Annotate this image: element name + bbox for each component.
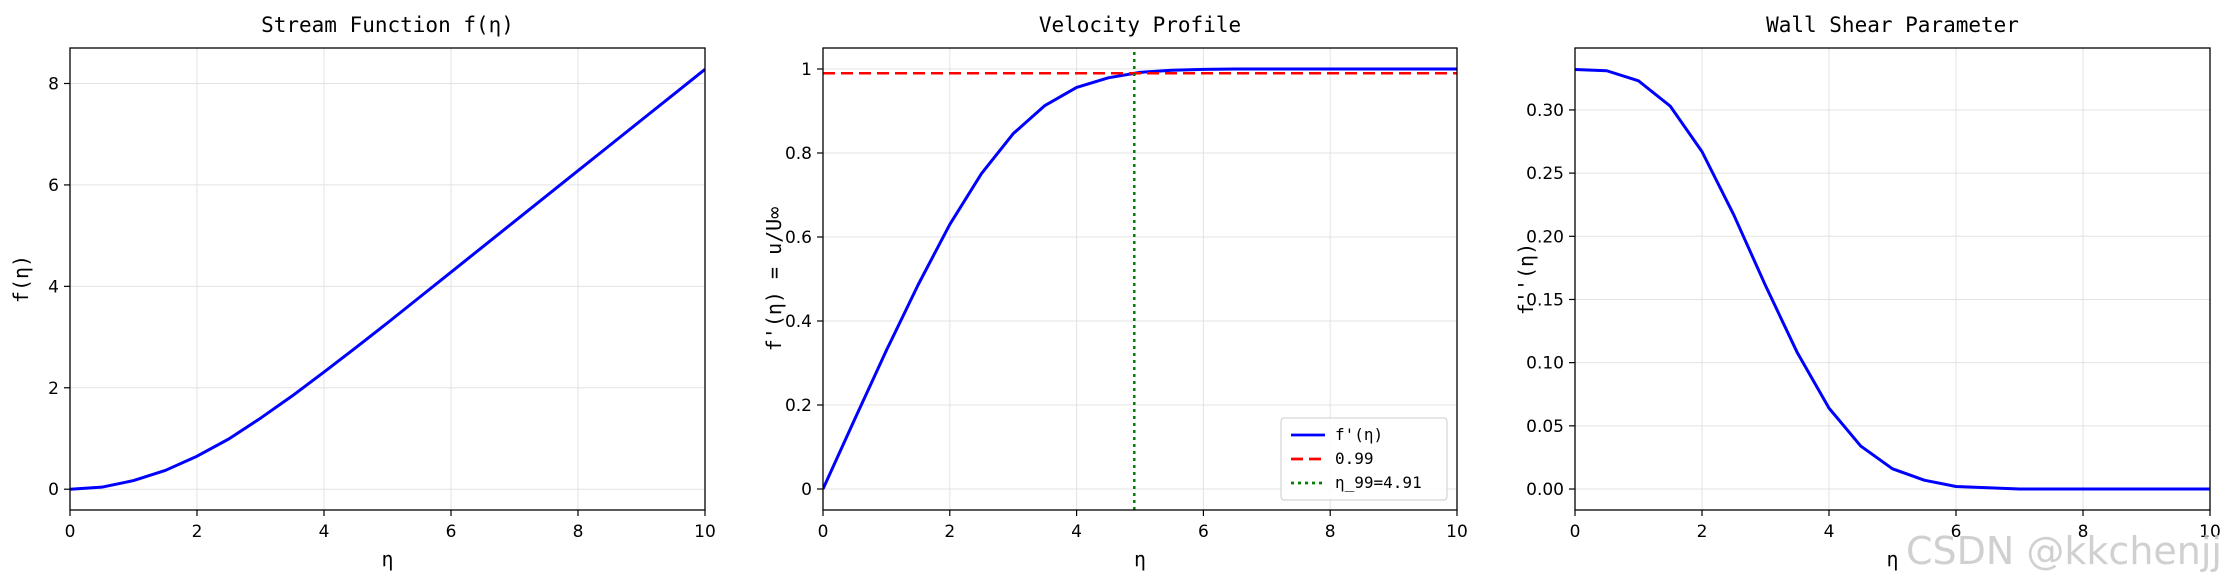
x-axis-label: η [1886,547,1898,571]
grid [69,48,706,510]
x-tick-label: 10 [2199,522,2221,542]
series-group [1575,67,2210,491]
panel-stream-function: Stream Function f(η) η f(η) 0 2 4 6 8 10 0 2 4 6 8 [9,13,716,571]
y-tick-label: 0.25 [1526,164,1564,184]
panel-title: Wall Shear Parameter [1766,13,2019,37]
y-tick-label: 0.6 [785,228,812,248]
x-tick-label: 6 [446,522,457,542]
y-tick-label: 0.30 [1526,101,1564,121]
x-tick-label: 4 [1071,522,1082,542]
x-tick-label: 8 [2078,522,2089,542]
watermark-text: CSDN @kkchenjj [1906,529,2222,573]
y-tick-label: 0 [801,480,812,500]
y-axis-label: f''(η) [1514,243,1538,315]
series-line-0 [823,67,1457,490]
plot-frame [822,47,1458,511]
y-tick-label: 6 [48,176,59,196]
x-tick-label: 10 [694,522,716,542]
x-tick-label: 0 [65,522,76,542]
y-tick-label: 4 [48,277,59,297]
x-tick-label: 0 [1570,522,1581,542]
y-tick-label: 0.2 [785,396,812,416]
y-tick-label: 0.15 [1526,290,1564,310]
series-group [70,68,705,491]
y-tick-label: 0 [48,480,59,500]
series-line-0 [70,68,705,491]
series-line-0 [1575,67,2210,491]
legend-label: f'(η) [1335,425,1383,444]
x-tick-label: 4 [319,522,330,542]
y-tick-label: 1 [801,60,812,80]
y-tick-label: 8 [48,74,59,94]
series-group [823,48,1457,510]
x-tick-label: 2 [944,522,955,542]
x-axis-label: η [381,547,393,571]
legend-label: η_99=4.91 [1335,473,1422,492]
y-tick-label: 0.00 [1526,480,1564,500]
y-tick-label: 0.10 [1526,354,1564,374]
y-tick-label: 2 [48,379,59,399]
y-axis-label: f(η) [9,255,33,303]
y-tick-label: 0.20 [1526,227,1564,247]
x-tick-label: 6 [1951,522,1962,542]
legend-box [1280,417,1448,501]
y-axis-label: f'(η) = u/U∞ [762,207,786,352]
x-tick-label: 8 [573,522,584,542]
x-axis-label: η [1134,547,1146,571]
x-tick-label: 6 [1198,522,1209,542]
panel-title: Velocity Profile [1039,13,1241,37]
y-tick-label: 0.8 [785,144,812,164]
x-tick-label: 0 [818,522,829,542]
grid [1574,48,2211,510]
y-tick-label: 0.4 [785,312,812,332]
panel-velocity-profile: Velocity Profile η f'(η) = u/U∞ 0 2 4 6 8 100… [762,13,1468,571]
x-tick-label: 2 [1697,522,1708,542]
x-tick-label: 4 [1824,522,1835,542]
plot-frame [1574,47,2211,511]
panel-title: Stream Function f(η) [261,13,514,37]
legend-label: 0.99 [1335,449,1374,468]
panel-wall-shear: Wall Shear Parameter η f''(η) 0 2 4 6 8 10 0.0… [1514,13,2221,571]
x-tick-label: 10 [1446,522,1468,542]
y-tick-label: 0.05 [1526,417,1564,437]
plot-frame [69,47,706,511]
x-tick-label: 8 [1325,522,1336,542]
legend: f'(η) 0.99 η_99=4.91 [1280,417,1448,501]
x-tick-label: 2 [192,522,203,542]
